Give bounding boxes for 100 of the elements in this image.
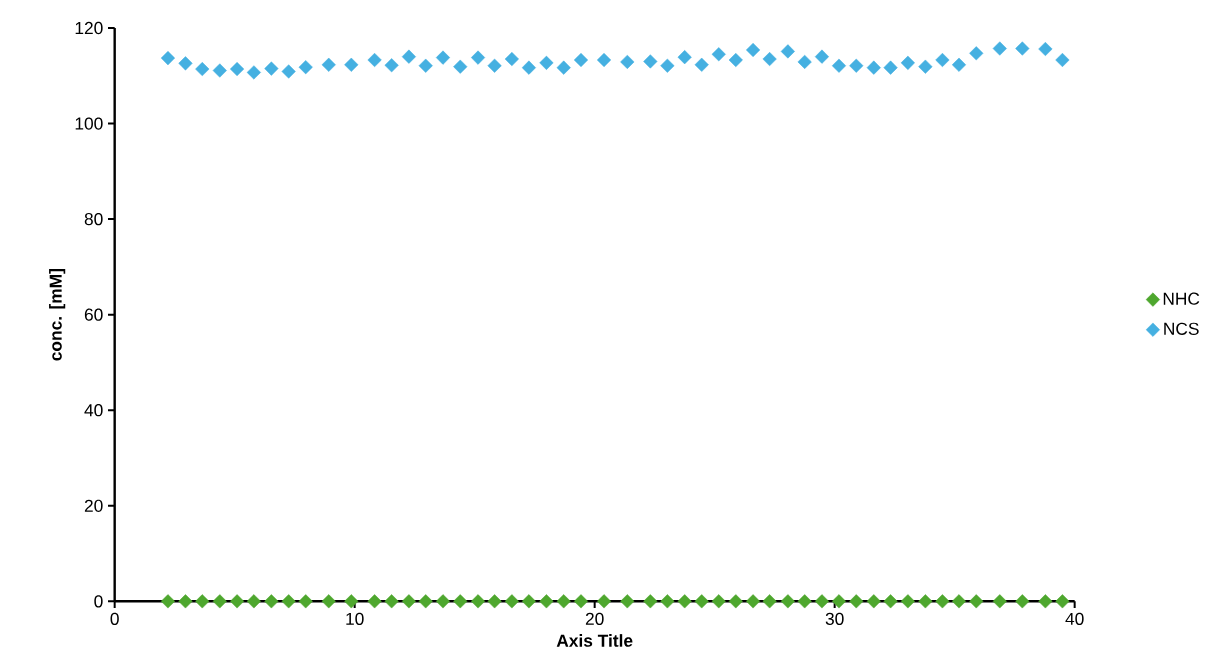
point (762, 52, 777, 67)
x-axis-title: Axis Title (556, 634, 633, 648)
point (344, 594, 359, 609)
y-tick-label: 80 (84, 213, 103, 226)
y-axis-title: conc. [mM] (49, 269, 66, 361)
y-tick-label: 120 (75, 22, 103, 35)
point (264, 61, 279, 76)
point (694, 57, 709, 73)
y-tick-label: 20 (84, 499, 103, 513)
point (643, 54, 658, 69)
point (264, 594, 279, 609)
point (435, 50, 451, 65)
point (281, 594, 296, 609)
point (746, 43, 761, 58)
point (435, 594, 451, 609)
point (918, 594, 933, 609)
point (418, 58, 433, 73)
point (321, 594, 336, 609)
point (951, 594, 967, 609)
point (178, 594, 193, 609)
point (694, 594, 709, 609)
point (367, 594, 382, 609)
point (367, 53, 382, 68)
legend-label: NCS (1164, 322, 1199, 336)
point (487, 594, 502, 609)
point (866, 60, 881, 75)
point (935, 594, 950, 609)
point (1038, 42, 1053, 57)
point (677, 594, 692, 609)
point (539, 594, 554, 609)
point (883, 60, 898, 75)
y-tick-label: 0 (94, 595, 103, 608)
point (453, 59, 468, 74)
point (487, 58, 502, 73)
point (900, 594, 915, 609)
x-tick-label: 20 (585, 612, 604, 626)
point (1055, 594, 1070, 609)
point (711, 594, 726, 609)
point (849, 594, 864, 609)
point (797, 55, 812, 70)
point (298, 60, 313, 75)
x-tick-label: 40 (1065, 612, 1084, 626)
legend-label: NHC (1163, 292, 1200, 305)
point (935, 53, 950, 68)
point (246, 594, 261, 609)
point (900, 55, 915, 71)
point (401, 594, 416, 609)
point (573, 594, 589, 609)
point (212, 63, 227, 78)
point (596, 53, 612, 68)
point (969, 46, 984, 61)
point (195, 594, 210, 609)
point (384, 594, 399, 609)
point (504, 594, 519, 609)
point (344, 57, 359, 73)
point (212, 594, 227, 609)
y-tick-label: 40 (84, 404, 103, 417)
point (1015, 41, 1030, 56)
point (281, 64, 296, 79)
point (246, 65, 261, 80)
point (643, 594, 658, 609)
point (620, 55, 635, 70)
point (504, 52, 519, 67)
x-tick-label: 0 (110, 612, 119, 626)
point (677, 50, 692, 65)
point (951, 57, 967, 73)
point (1038, 594, 1053, 609)
point (521, 594, 536, 609)
point (453, 594, 468, 609)
point (384, 58, 399, 73)
x-tick-label: 30 (825, 612, 844, 626)
point (660, 58, 675, 73)
point (814, 594, 830, 609)
point (762, 594, 777, 609)
point (539, 55, 554, 71)
point (711, 47, 726, 62)
point (831, 58, 847, 73)
point (728, 53, 743, 68)
y-tick-label: 60 (84, 308, 103, 321)
point (1015, 594, 1030, 609)
point (849, 58, 864, 73)
point (992, 41, 1007, 56)
point (401, 49, 416, 64)
point (470, 594, 486, 609)
point (556, 594, 571, 609)
point (230, 594, 245, 609)
point (321, 57, 336, 73)
point (230, 62, 245, 77)
point (969, 594, 984, 609)
point (195, 62, 210, 77)
point (660, 594, 675, 609)
point (160, 51, 176, 66)
x-tick-label: 10 (346, 612, 364, 626)
point (883, 594, 898, 609)
point (831, 594, 847, 609)
point (573, 53, 589, 68)
point (556, 60, 571, 75)
point (178, 56, 193, 71)
point (780, 594, 795, 609)
point (918, 59, 933, 74)
